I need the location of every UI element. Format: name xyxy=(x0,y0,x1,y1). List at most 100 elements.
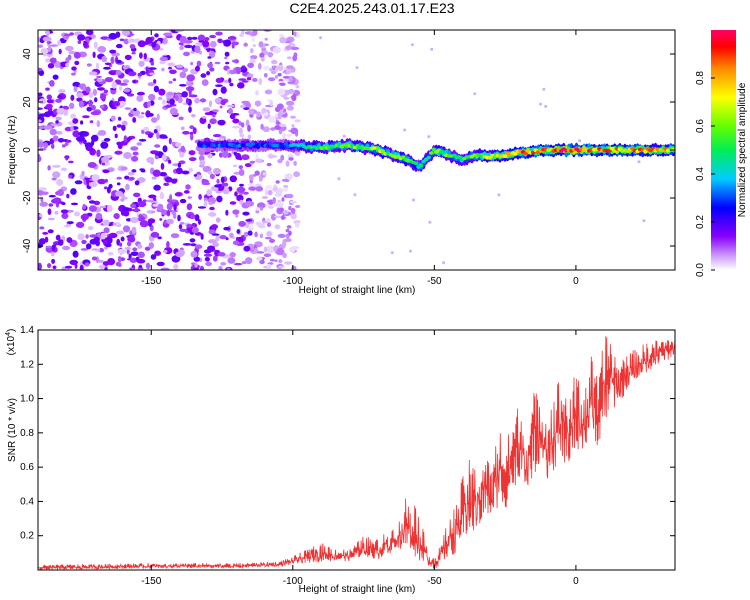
spectrogram-noise-blob xyxy=(189,238,196,243)
spectrogram-noise-blob xyxy=(57,95,63,99)
spectrogram-noise-blob xyxy=(232,240,240,246)
spectrogram-noise-blob xyxy=(116,176,122,180)
spectrogram-noise-blob xyxy=(38,187,47,191)
spectrogram-noise-blob xyxy=(288,206,292,211)
spectrogram-noise-blob xyxy=(115,261,121,267)
spectrogram-noise-blob xyxy=(220,86,227,94)
spectrogram-noise-blob xyxy=(49,44,59,47)
spectrogram-noise-blob xyxy=(122,225,131,233)
spectrogram-noise-blob xyxy=(213,167,221,175)
spectrogram-noise-blob xyxy=(146,156,155,164)
spectrogram-noise-blob xyxy=(198,219,201,225)
spectrogram-noise-blob xyxy=(103,89,109,94)
spectrogram-noise-blob xyxy=(112,222,117,226)
spectrogram-noise-blob xyxy=(283,185,289,188)
spectrogram-noise-blob xyxy=(79,264,84,270)
spectrogram-noise-blob xyxy=(229,113,236,120)
spectrogram-noise-blob xyxy=(258,41,264,48)
spectrogram-noise-blob xyxy=(232,164,238,168)
spectrogram-noise-blob xyxy=(54,210,59,215)
spectrogram-noise-blob xyxy=(56,107,66,115)
spectrogram-noise-blob xyxy=(266,245,275,254)
spectrogram-ridge-cell xyxy=(429,151,434,155)
spectrogram-noise-blob xyxy=(295,204,301,209)
spectrogram-noise-blob xyxy=(131,226,137,234)
spectrogram-noise-blob xyxy=(47,165,51,171)
spectrogram-noise-blob xyxy=(147,133,153,138)
spectrogram-noise-blob xyxy=(181,170,190,175)
spectrogram-noise-blob xyxy=(255,90,259,96)
spectrogram-noise-blob xyxy=(202,40,210,48)
spectrogram-noise-blob xyxy=(284,173,293,181)
spectrogram-noise-blob xyxy=(130,203,137,209)
spectrogram-noise-blob xyxy=(154,144,161,148)
spectrogram-noise-blob xyxy=(63,225,71,228)
spectrogram-noise-blob xyxy=(263,73,268,78)
spectrogram-noise-blob xyxy=(243,42,248,47)
snr-x-label: Height of straight line (km) xyxy=(299,584,416,595)
spectrogram-noise-blob xyxy=(70,125,74,132)
spectrogram-noise-blob xyxy=(136,91,145,96)
spectrogram-noise-blob xyxy=(168,66,172,70)
spectrogram-noise-blob xyxy=(75,136,85,142)
snr-x-tick-label: -150 xyxy=(141,576,161,587)
spectrogram-noise-blob xyxy=(103,186,108,190)
spectrogram-noise-blob xyxy=(153,79,157,84)
spectrogram-y-tick-label: -20 xyxy=(22,190,33,205)
spectrogram-noise-blob xyxy=(254,170,260,176)
spectrogram-noise-blob xyxy=(208,229,216,235)
spectrogram-noise-blob xyxy=(70,202,79,206)
spectrogram-noise-blob xyxy=(110,56,115,64)
spectrogram-noise-blob xyxy=(74,180,83,185)
spectrogram-ridge-cell xyxy=(609,146,615,151)
spectrogram-noise-blob xyxy=(116,59,122,64)
spectrogram-noise-blob xyxy=(72,81,81,88)
spectrogram-noise-blob xyxy=(159,172,168,177)
spectrogram-noise-blob xyxy=(249,160,256,164)
spectrogram-noise-blob xyxy=(289,200,297,204)
spectrogram-noise-blob xyxy=(71,66,77,71)
spectrogram-noise-blob xyxy=(38,262,42,270)
spectrogram-noise-blob xyxy=(278,33,285,38)
spectrogram-noise-blob xyxy=(127,235,136,243)
spectrogram-noise-blob xyxy=(116,124,123,128)
spectrogram-noise-blob xyxy=(151,176,157,180)
spectrogram-noise-blob xyxy=(236,194,244,202)
spectrogram-noise-blob xyxy=(87,195,92,200)
spectrogram-noise-blob xyxy=(126,249,130,255)
spectrogram-noise-blob xyxy=(271,65,277,69)
spectrogram-noise-blob xyxy=(216,195,223,203)
spectrogram-ridge-cell xyxy=(380,149,385,154)
spectrogram-noise-blob xyxy=(227,257,236,264)
spectrogram-noise-blob xyxy=(187,36,193,41)
spectrogram-noise-blob xyxy=(143,126,150,132)
spectrogram-noise-blob xyxy=(191,36,198,40)
spectrogram-noise-blob xyxy=(206,71,211,76)
colorbar-tick-label: 0.2 xyxy=(695,215,706,229)
spectrogram-noise-blob xyxy=(178,116,184,121)
spectrogram-noise-blob xyxy=(215,31,223,36)
spectrogram-noise-blob xyxy=(199,98,207,103)
spectrogram-noise-blob xyxy=(285,45,292,51)
spectrogram-noise-blob xyxy=(156,132,160,140)
spectrogram-noise-blob xyxy=(40,48,49,55)
spectrogram-noise-blob xyxy=(235,214,239,218)
spectrogram-noise-blob xyxy=(50,143,55,149)
spectrogram-noise-blob xyxy=(102,169,110,174)
spectrogram-noise-blob xyxy=(183,51,190,57)
spectrogram-noise-blob xyxy=(280,154,285,161)
spectrogram-noise-blob xyxy=(130,146,139,151)
spectrogram-noise-blob xyxy=(38,44,43,48)
snr-y-tick-label: 1.0 xyxy=(20,394,34,405)
spectrogram-noise-blob xyxy=(201,79,209,86)
spectrogram-noise-blob xyxy=(104,178,109,183)
spectrogram-noise-blob xyxy=(208,212,217,217)
spectrogram-noise-blob xyxy=(158,88,166,96)
spectrogram-noise-blob xyxy=(63,33,72,37)
spectrogram-noise-blob xyxy=(70,113,76,119)
spectrogram-noise-blob xyxy=(52,74,59,80)
spectrogram-noise-blob xyxy=(180,126,185,131)
spectrogram-noise-blob xyxy=(163,249,168,254)
spectrogram-noise-blob xyxy=(201,182,211,186)
spectrogram-noise-blob xyxy=(179,228,188,232)
